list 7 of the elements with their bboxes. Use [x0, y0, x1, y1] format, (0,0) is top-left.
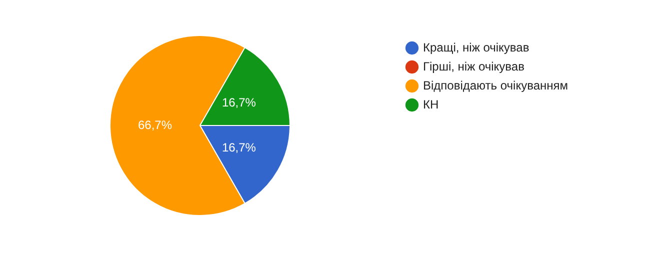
legend-label: Кращі, ніж очікував [422, 40, 530, 54]
data-label: 66,7% [138, 118, 172, 132]
legend-label: КН [422, 97, 439, 112]
data-label: 16,7% [222, 95, 256, 110]
data-label: 16,7% [222, 140, 256, 154]
legend-label: Гірші, ніж очікував [422, 59, 524, 74]
legend-label: Відповідають очікуванням [422, 78, 568, 92]
